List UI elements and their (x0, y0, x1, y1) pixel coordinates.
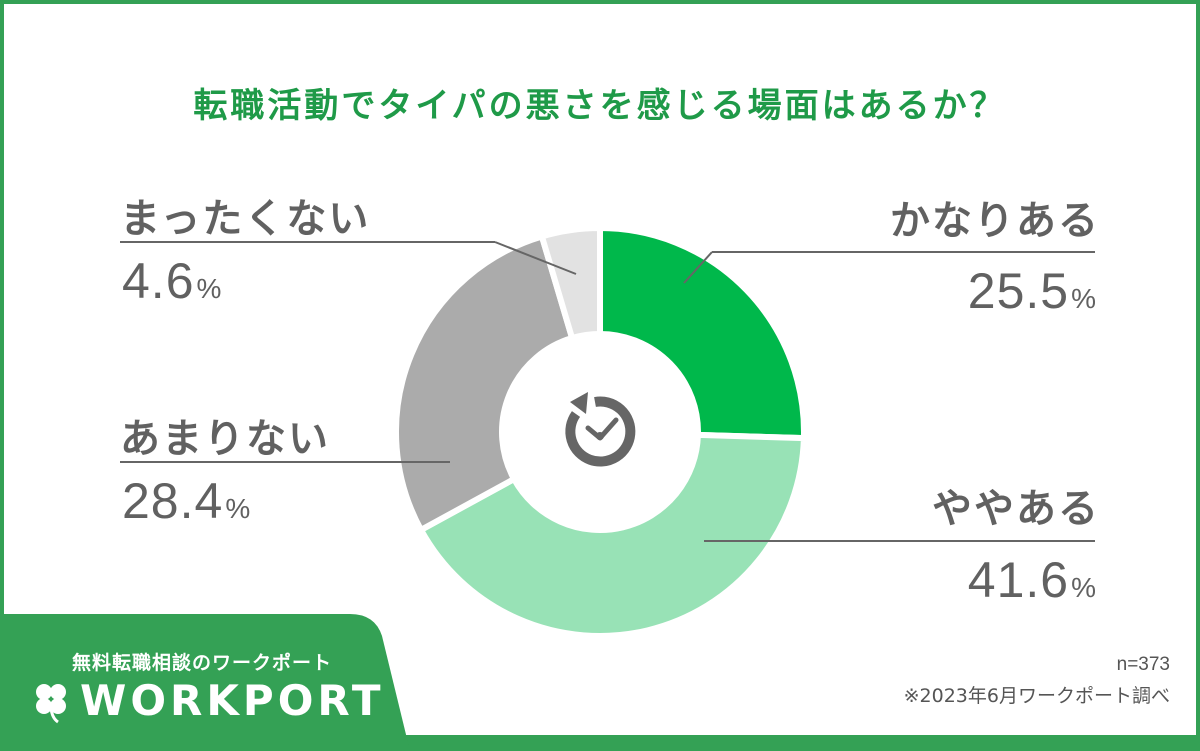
label-amari-nai: あまりない (120, 416, 330, 462)
source-note: ※2023年6月ワークポート調べ (903, 685, 1170, 707)
slice-mattaku-nai (538, 224, 603, 342)
clover-logo-icon (36, 684, 66, 724)
footer-tagline: 無料転職相談のワークポート (72, 652, 333, 674)
value-kanari-aru: 25.5% (967, 263, 1096, 319)
value-amari-nai: 28.4% (122, 473, 251, 529)
label-yaya-aru: ややある (932, 486, 1100, 532)
slice-amari-nai (393, 232, 576, 534)
leader-line-kanari (683, 251, 713, 284)
donut-slices (393, 224, 808, 639)
clock-rotate-icon (565, 392, 636, 467)
value-yaya-aru: 41.6% (967, 552, 1096, 608)
chart-title: 転職活動でタイパの悪さを感じる場面はあるか？ (193, 86, 1007, 126)
label-mattaku-nai: まったくない (120, 196, 371, 242)
sample-size: n=373 (1116, 654, 1170, 675)
workport-logo: WORKPORT (80, 676, 385, 725)
slice-kanari-aru (597, 224, 807, 442)
footer-brand-tab (0, 614, 410, 751)
label-kanari-aru: かなりある (890, 198, 1100, 244)
slice-yaya-aru (416, 431, 808, 639)
value-mattaku-nai: 4.6% (122, 253, 222, 309)
